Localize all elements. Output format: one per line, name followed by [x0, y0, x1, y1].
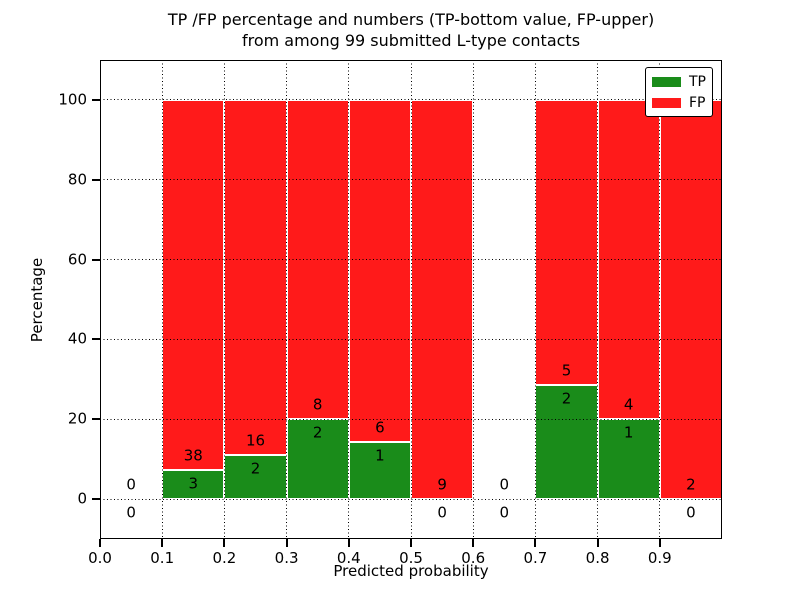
x-gridline — [472, 60, 474, 539]
y-tick-label: 60 — [67, 250, 87, 269]
fp-bar — [535, 99, 598, 386]
x-tick-mark — [596, 539, 599, 547]
x-tick-label: 0.6 — [461, 549, 486, 567]
x-tick-mark — [658, 539, 661, 547]
tp-bar — [162, 469, 225, 500]
y-axis-label: Percentage — [28, 257, 46, 343]
y-tick-label: 80 — [67, 170, 87, 189]
y-tick-mark — [92, 178, 100, 181]
y-tick-mark — [92, 338, 100, 341]
fp-bar — [659, 99, 722, 500]
x-tick-label: 0.5 — [399, 549, 423, 567]
fp-count-label: 38 — [183, 446, 203, 465]
legend-item-fp: FP — [652, 94, 706, 111]
x-tick-label: 0.3 — [274, 549, 299, 567]
x-tick-mark — [472, 539, 475, 547]
fp-legend-swatch — [652, 97, 681, 108]
chart-title-line2: from among 99 submitted L-type contacts — [241, 31, 581, 50]
x-gridline — [659, 60, 661, 539]
fp-count-label: 4 — [623, 395, 634, 414]
y-tick-mark — [92, 258, 100, 261]
tp-count-label: 0 — [437, 503, 447, 522]
x-gridline — [286, 60, 288, 539]
tp-count-label: 0 — [126, 503, 136, 522]
x-tick-label: 0.7 — [523, 549, 548, 567]
fp-count-label: 16 — [245, 431, 266, 450]
tp-bar — [348, 442, 411, 500]
y-tick-label: 0 — [77, 489, 87, 508]
x-tick-mark — [347, 539, 350, 547]
x-tick-label: 0.4 — [336, 549, 361, 567]
x-tick-label: 0.1 — [150, 549, 175, 567]
tp-count-label: 2 — [250, 459, 261, 478]
fp-count-label: 2 — [686, 475, 696, 494]
x-tick-mark — [285, 539, 288, 547]
x-tick-mark — [99, 539, 101, 547]
chart-title-line1: TP /FP percentage and numbers (TP-bottom… — [167, 10, 655, 29]
tp-count-label: 2 — [312, 423, 323, 442]
x-tick-label: 0.0 — [88, 549, 112, 567]
x-gridline — [223, 60, 225, 539]
x-tick-label: 0.9 — [647, 549, 672, 567]
fp-bar — [348, 99, 411, 443]
fp-bar — [224, 99, 287, 455]
y-tick-mark — [92, 98, 100, 101]
y-tick-label: 40 — [67, 329, 87, 348]
fp-count-label: 6 — [375, 418, 385, 437]
x-tick-mark — [410, 539, 412, 547]
x-gridline — [597, 60, 599, 539]
legend: TP FP — [645, 67, 713, 117]
chart-title: TP /FP percentage and numbers (TP-bottom… — [168, 9, 654, 51]
x-tick-label: 0.2 — [212, 549, 237, 567]
x-tick-mark — [161, 539, 164, 547]
fp-bar — [411, 99, 474, 500]
fp-count-label: 8 — [312, 395, 323, 414]
y-tick-label: 100 — [58, 90, 87, 109]
fp-bar — [162, 99, 225, 470]
fp-legend-label: FP — [689, 94, 706, 111]
y-tick-mark — [92, 418, 100, 421]
x-gridline — [534, 60, 536, 539]
tp-count-label: 1 — [623, 423, 634, 442]
y-tick-mark — [92, 498, 100, 501]
x-tick-mark — [223, 539, 226, 547]
tp-bar — [224, 454, 287, 500]
plot-area: TP FP 0 20 40 60 80 100 0.0 0.1 0.2 0.3 0.4 0.5 0.6 0… — [58, 60, 722, 566]
tp-bar — [535, 385, 598, 500]
tp-count-label: 2 — [561, 389, 572, 408]
x-gridline — [410, 60, 412, 539]
y-tick-label: 20 — [67, 409, 87, 428]
tp-count-label: 1 — [375, 446, 385, 465]
legend-item-tp: TP — [652, 73, 706, 90]
fp-count-label: 5 — [561, 361, 572, 380]
fp-count-label: 0 — [126, 475, 136, 494]
x-tick-label: 0.8 — [585, 549, 610, 567]
tp-count-label: 3 — [188, 474, 199, 493]
tp-legend-label: TP — [689, 73, 706, 90]
fp-count-label: 9 — [437, 475, 447, 494]
tp-count-label: 0 — [499, 503, 510, 522]
tp-legend-swatch — [652, 76, 681, 87]
x-gridline — [348, 60, 350, 539]
tp-count-label: 0 — [686, 503, 696, 522]
fp-count-label: 0 — [499, 475, 510, 494]
x-axis-label: Predicted probability — [333, 562, 489, 580]
x-tick-mark — [534, 539, 537, 547]
x-gridline — [161, 60, 163, 539]
